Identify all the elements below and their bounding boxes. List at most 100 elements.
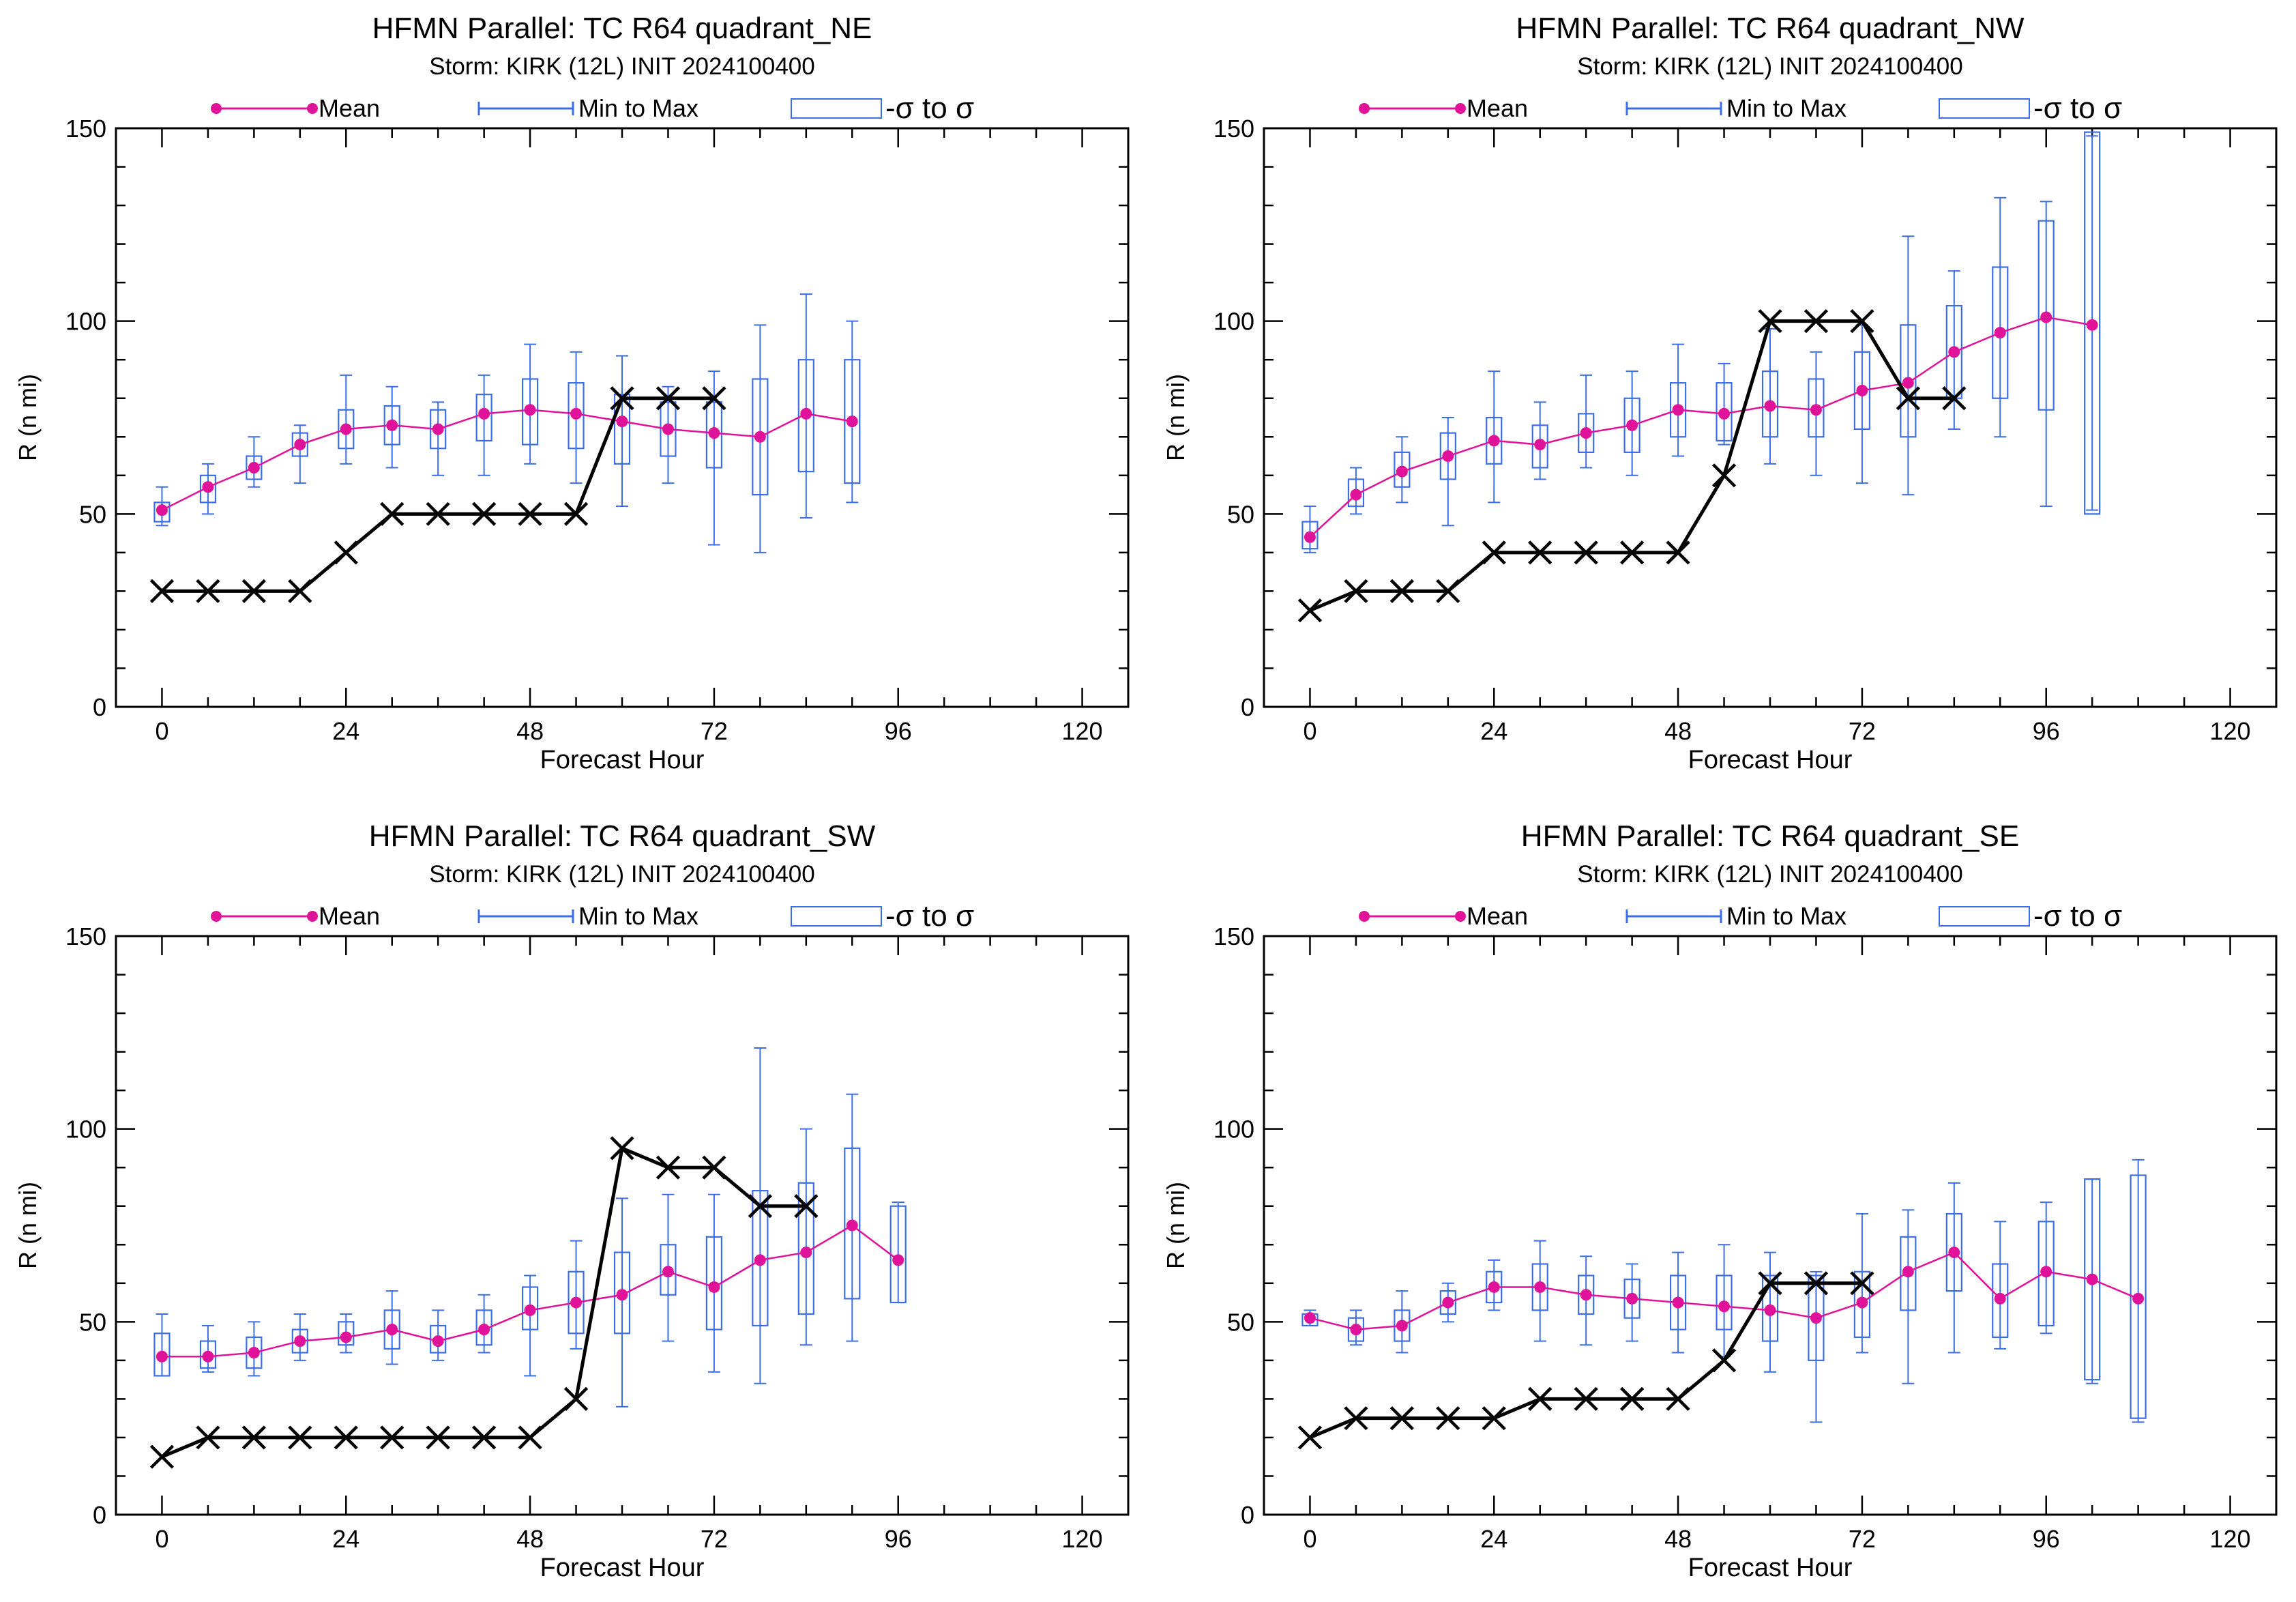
best-track-marker-stroke <box>241 1425 266 1450</box>
mean-point <box>1396 1320 1408 1332</box>
best-track-marker <box>702 1155 726 1180</box>
legend-range-label: Min to Max <box>1726 94 1846 122</box>
chart-title: HFMN Parallel: TC R64 quadrant_SE <box>1521 819 2019 853</box>
best-track-marker <box>1804 1271 1829 1296</box>
legend-range-label: Min to Max <box>1726 902 1846 930</box>
x-tick-label: 24 <box>1480 717 1507 745</box>
x-axis-label: Forecast Hour <box>1688 746 1853 774</box>
best-track-marker-stroke <box>288 1425 312 1450</box>
best-track-marker-stroke <box>1850 309 1874 334</box>
legend-sigma-box <box>1939 98 2030 119</box>
y-tick-label: 0 <box>1241 693 1254 721</box>
best-track-marker-stroke <box>1528 540 1552 565</box>
mean-point <box>892 1254 904 1266</box>
x-tick-label: 96 <box>885 1525 912 1553</box>
best-track-marker-stroke <box>1436 1406 1460 1431</box>
y-axis: 0 50 100 150 R (n mi) <box>1162 115 2276 721</box>
mean-point <box>478 1324 490 1336</box>
y-tick-label: 0 <box>93 1501 106 1529</box>
best-track-marker-stroke <box>380 1425 404 1450</box>
y-tick-label: 150 <box>65 115 106 143</box>
x-tick-label: 24 <box>1480 1525 1507 1553</box>
y-tick-label: 0 <box>1241 1501 1254 1529</box>
y-tick-label: 100 <box>65 1116 106 1144</box>
y-tick-label: 50 <box>1227 1308 1254 1336</box>
x-tick-label: 96 <box>2033 1525 2060 1553</box>
mean-point <box>800 1247 812 1259</box>
best-track-marker <box>149 1444 175 1469</box>
mean-point <box>708 427 720 439</box>
x-tick-label: 96 <box>2033 717 2060 745</box>
plot-data <box>1297 1159 2147 1450</box>
chart-subtitle: Storm: KIRK (12L) INIT 2024100400 <box>429 861 815 888</box>
plot-data <box>149 1047 907 1469</box>
mean-point <box>846 416 858 428</box>
best-track-marker <box>149 579 175 603</box>
mean-point <box>478 407 490 420</box>
best-track-marker <box>1942 386 1967 411</box>
best-track-marker <box>472 1425 497 1450</box>
best-track-marker-stroke <box>196 579 220 603</box>
mean-point <box>1534 439 1546 451</box>
legend-sigma-box <box>791 98 882 119</box>
legend-mean-marker <box>211 103 222 114</box>
best-track-marker-stroke <box>472 1425 497 1450</box>
y-tick-label: 100 <box>1213 1116 1254 1144</box>
mean-point <box>1396 465 1408 478</box>
legend-mean-marker <box>1359 911 1370 922</box>
x-axis: 0 24 48 72 96 120 Forecast Hour <box>155 936 1130 1582</box>
mean-point <box>1672 404 1684 416</box>
x-tick-label: 120 <box>1062 1525 1103 1553</box>
best-track-marker-stroke <box>518 1425 542 1450</box>
best-track-marker <box>241 579 266 603</box>
mean-point <box>386 1324 398 1336</box>
y-axis-label: R (n mi) <box>14 1182 42 1269</box>
mean-point <box>156 1350 168 1363</box>
y-axis-label: R (n mi) <box>1162 374 1190 461</box>
chart-title: HFMN Parallel: TC R64 quadrant_NE <box>372 12 872 45</box>
best-track-marker <box>1528 1386 1552 1411</box>
best-track-marker <box>1758 309 1782 334</box>
best-track-marker <box>1850 1271 1874 1296</box>
x-axis: 0 24 48 72 96 120 Forecast Hour <box>155 128 1130 774</box>
best-track-marker-stroke <box>1297 1425 1323 1450</box>
best-track-marker <box>472 501 497 526</box>
legend-sigma-box <box>1939 906 2030 927</box>
legend: Mean Min to Max -σ to σ <box>1359 91 2122 125</box>
best-track-marker <box>1804 309 1829 334</box>
best-track-marker <box>1482 540 1506 565</box>
mean-point <box>386 419 398 431</box>
x-axis: 0 24 48 72 96 120 Forecast Hour <box>1303 128 2278 774</box>
mean-point <box>570 407 583 420</box>
best-track-marker <box>656 386 681 411</box>
best-track-marker <box>656 1155 681 1180</box>
mean-point <box>846 1219 858 1232</box>
best-track-marker-stroke <box>241 579 266 603</box>
mean-point <box>202 1350 214 1363</box>
mean-point <box>570 1296 583 1309</box>
legend-mean-label: Mean <box>319 94 380 122</box>
mean-point <box>1994 327 2006 339</box>
legend-sigma-label: -σ to σ <box>885 91 974 125</box>
best-track-marker <box>1620 1386 1645 1411</box>
mean-point <box>708 1281 720 1293</box>
best-track-marker-stroke <box>149 579 175 603</box>
best-track-marker <box>380 501 404 526</box>
best-track-marker <box>518 501 542 526</box>
best-track-marker <box>1666 1386 1690 1411</box>
best-track-marker <box>563 1386 589 1411</box>
y-tick-label: 150 <box>65 922 106 950</box>
legend-sigma-label: -σ to σ <box>2033 91 2122 125</box>
y-tick-label: 50 <box>1227 500 1254 528</box>
y-tick-label: 150 <box>1213 922 1254 950</box>
mean-point <box>432 1335 444 1348</box>
best-track-marker-stroke <box>1482 1406 1506 1431</box>
mean-point <box>2086 319 2098 331</box>
best-track-marker <box>1666 540 1690 565</box>
mean-point <box>1534 1281 1546 1293</box>
y-axis-label: R (n mi) <box>14 374 42 461</box>
mean-point <box>616 416 628 428</box>
best-track-marker <box>1389 579 1414 603</box>
x-tick-label: 0 <box>1303 1525 1316 1553</box>
mean-point <box>1764 400 1776 412</box>
